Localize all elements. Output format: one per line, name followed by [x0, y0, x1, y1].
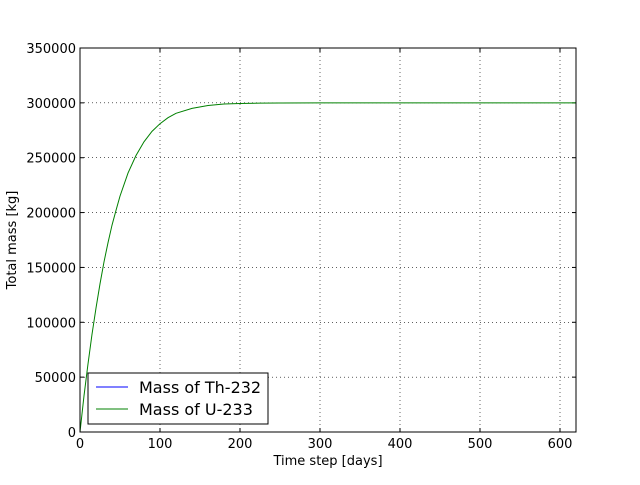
legend-label: Mass of Th-232 — [139, 378, 261, 397]
legend-box — [87, 372, 269, 425]
x-tick-label: 400 — [388, 437, 413, 452]
x-tick-label: 0 — [76, 437, 84, 452]
x-tick-label: 100 — [148, 437, 173, 452]
y-tick-label: 100000 — [26, 316, 76, 331]
y-axis-label: Total mass [kg] — [5, 191, 20, 291]
y-tick-label: 200000 — [26, 207, 76, 222]
x-axis-label: Time step [days] — [272, 454, 382, 469]
x-tick-label: 500 — [468, 437, 493, 452]
y-tick-label: 250000 — [26, 152, 76, 167]
x-tick-label: 300 — [308, 437, 333, 452]
legend: Mass of Th-232 Mass of U-233 — [87, 372, 269, 425]
y-tick-label: 350000 — [26, 42, 76, 57]
series-line-1 — [79, 102, 576, 433]
x-tick-label: 200 — [228, 437, 253, 452]
y-tick-label: 300000 — [26, 97, 76, 112]
legend-label: Mass of U-233 — [139, 400, 253, 419]
x-tick-label: 600 — [548, 437, 573, 452]
y-tick-label: 50000 — [35, 371, 76, 386]
y-tick-label: 150000 — [26, 261, 76, 276]
y-tick-label: 0 — [68, 426, 76, 441]
plot-frame — [79, 47, 577, 433]
ticks-layer: 0 100 200 300 400 500 600 0 50000 100000 150000 200… — [26, 42, 576, 452]
